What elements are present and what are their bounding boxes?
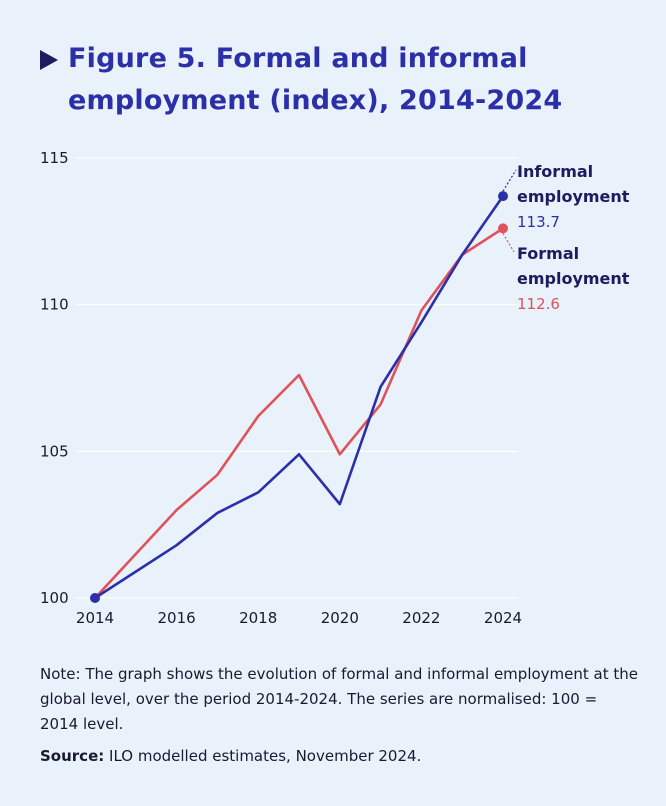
x-tick-label-2016: 2016 — [158, 609, 196, 627]
figure-title-line2: employment (index), 2014-2024 — [68, 85, 563, 116]
informal-end-value: 113.7 — [517, 213, 560, 231]
series-lines — [90, 169, 517, 603]
formal-employment-line — [94, 227, 504, 599]
formal-label-line1: Formal — [517, 244, 579, 263]
x-tick-label-2024: 2024 — [484, 609, 522, 627]
grid-lines — [75, 157, 518, 599]
formal-leader-line — [502, 233, 515, 253]
figure-title-block: Figure 5. Formal and informal employment… — [40, 38, 640, 122]
triangle-bullet-icon — [40, 50, 58, 70]
informal-employment-line — [94, 195, 505, 600]
x-axis-ticks: 2014 2016 2018 2020 2022 2024 — [76, 609, 522, 627]
formal-end-value: 112.6 — [517, 295, 560, 313]
end-labels: Informal employment 113.7 Formal employm… — [517, 162, 630, 313]
formal-label-line2: employment — [517, 269, 630, 288]
y-tick-label-100: 100 — [40, 589, 69, 607]
start-point — [90, 593, 100, 603]
figure-source: Source: ILO modelled estimates, November… — [40, 744, 640, 769]
x-tick-label-2018: 2018 — [239, 609, 277, 627]
y-tick-label-115: 115 — [40, 149, 69, 167]
y-tick-label-110: 110 — [40, 296, 69, 314]
x-tick-label-2020: 2020 — [321, 609, 359, 627]
y-axis-ticks: 100 105 110 115 — [40, 149, 69, 607]
informal-leader-line — [502, 169, 517, 192]
y-tick-label-105: 105 — [40, 442, 69, 460]
x-tick-label-2022: 2022 — [402, 609, 440, 627]
x-tick-label-2014: 2014 — [76, 609, 114, 627]
informal-employment-end-point — [498, 191, 508, 202]
informal-label-line1: Informal — [517, 162, 593, 181]
figure-title-line1: Figure 5. Formal and informal — [68, 43, 528, 74]
figure-note: Note: The graph shows the evolution of f… — [40, 665, 638, 733]
line-chart: 100 105 110 115 2014 2016 2018 2020 2022 2024 In… — [40, 149, 630, 627]
figure-title: Figure 5. Formal and informal employment… — [68, 38, 640, 122]
informal-label-line2: employment — [517, 187, 630, 206]
source-text: ILO modelled estimates, November 2024. — [104, 747, 422, 765]
formal-employment-end-point — [498, 223, 508, 234]
source-label: Source: — [40, 747, 105, 765]
